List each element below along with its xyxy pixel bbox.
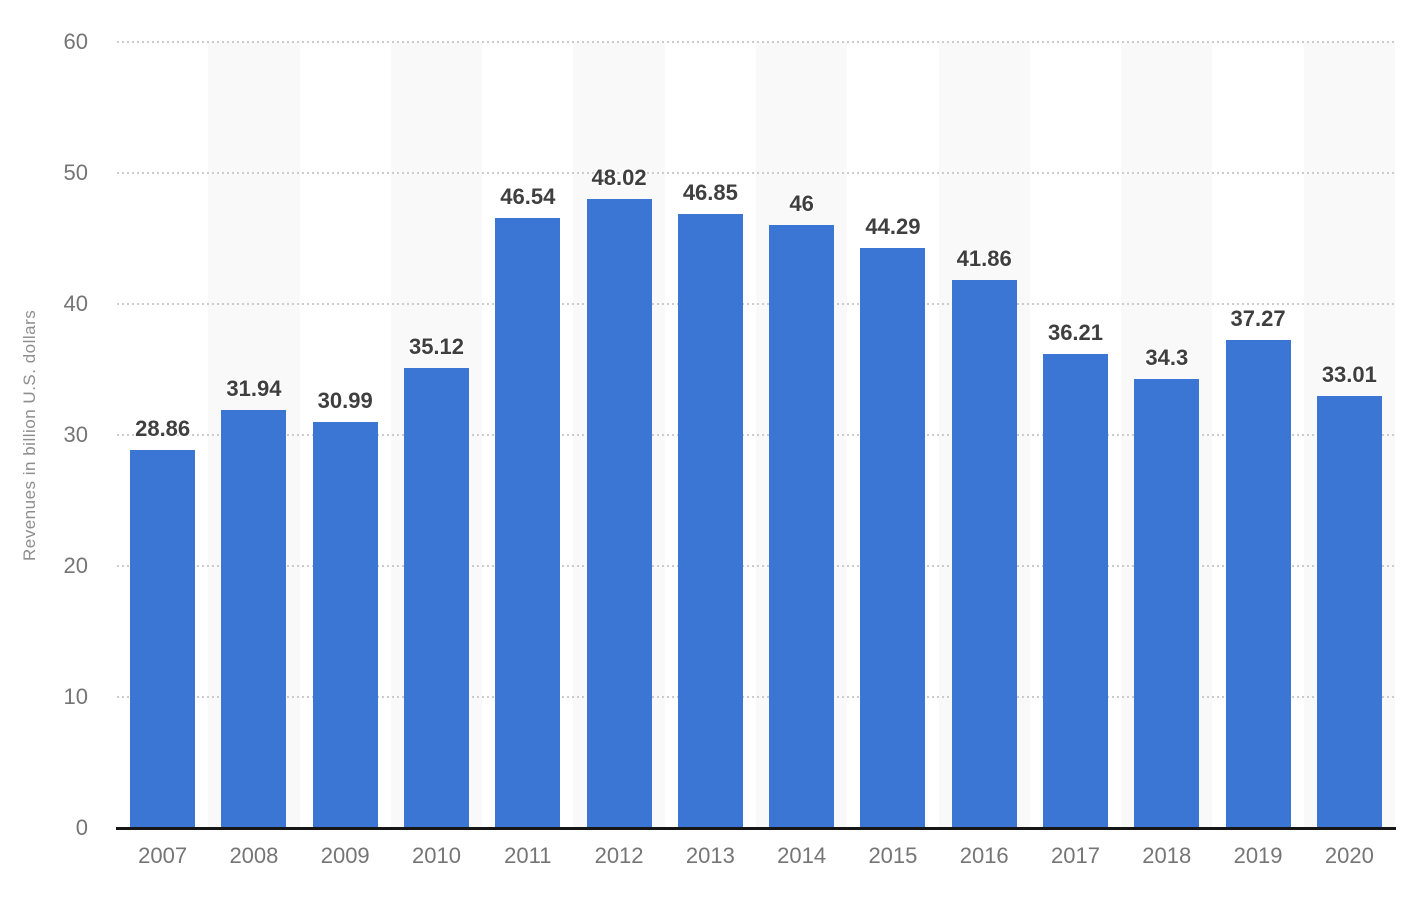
- gridline-10: [117, 696, 1395, 698]
- bar-value-label-2007: 28.86: [135, 415, 191, 441]
- bar-2015[interactable]: [860, 247, 926, 828]
- bar-value-label-2019: 37.27: [1230, 305, 1286, 331]
- y-tick-label-30: 30: [63, 422, 88, 447]
- x-tick-label-2018: 2018: [1142, 843, 1192, 868]
- bar-2018[interactable]: [1134, 378, 1200, 828]
- bar-2017[interactable]: [1043, 353, 1108, 828]
- bar-2010[interactable]: [404, 367, 469, 828]
- y-tick-label-50: 50: [63, 160, 88, 185]
- bar-value-label-2008: 31.94: [226, 375, 282, 401]
- gridline-60: [117, 41, 1395, 43]
- y-tick-label-40: 40: [63, 291, 88, 316]
- x-tick-label-2013: 2013: [685, 843, 735, 868]
- y-tick-label-10: 10: [63, 684, 88, 709]
- x-tick-label-2008: 2008: [229, 843, 279, 868]
- bar-2009[interactable]: [312, 422, 378, 828]
- gridline-30: [117, 434, 1395, 436]
- bar-2016[interactable]: [951, 279, 1017, 828]
- x-axis-line: [116, 827, 1396, 830]
- bar-2014[interactable]: [769, 225, 835, 828]
- y-tick-label-20: 20: [63, 553, 88, 578]
- gridline-50: [117, 172, 1395, 174]
- bar-2019[interactable]: [1225, 339, 1291, 828]
- x-tick-label-2019: 2019: [1233, 843, 1283, 868]
- bar-2007[interactable]: [130, 449, 196, 828]
- x-tick-label-2007: 2007: [138, 843, 188, 868]
- bar-value-label-2015: 44.29: [865, 213, 921, 239]
- bar-2011[interactable]: [495, 218, 561, 828]
- x-tick-label-2012: 2012: [594, 843, 644, 868]
- bar-value-label-2020: 33.01: [1321, 361, 1377, 387]
- x-tick-label-2011: 2011: [504, 843, 552, 868]
- bar-value-label-2018: 34.3: [1145, 344, 1189, 370]
- x-tick-label-2009: 2009: [320, 843, 370, 868]
- x-tick-label-2014: 2014: [777, 843, 827, 868]
- x-tick-label-2010: 2010: [412, 843, 461, 868]
- bar-2020[interactable]: [1316, 395, 1382, 828]
- bar-value-label-2011: 46.54: [500, 184, 556, 210]
- x-tick-label-2020: 2020: [1324, 843, 1374, 868]
- x-tick-label-2016: 2016: [959, 843, 1009, 868]
- x-tick-label-2015: 2015: [868, 843, 918, 868]
- bar-value-label-2016: 41.86: [956, 245, 1012, 271]
- bar-value-label-2010: 35.12: [408, 333, 465, 359]
- bar-2008[interactable]: [221, 409, 287, 828]
- bar-value-label-2012: 48.02: [591, 164, 647, 190]
- y-tick-label-60: 60: [63, 29, 88, 54]
- x-tick-label-2017: 2017: [1051, 843, 1100, 868]
- bar-2012[interactable]: [586, 198, 652, 828]
- bar-value-label-2013: 46.85: [682, 180, 738, 206]
- bar-value-label-2017: 36.21: [1047, 319, 1104, 345]
- bar-2013[interactable]: [677, 214, 743, 828]
- bar-value-label-2009: 30.99: [317, 388, 373, 414]
- y-tick-label-0: 0: [75, 815, 88, 840]
- gridline-40: [117, 303, 1395, 305]
- gridline-20: [117, 565, 1395, 567]
- bar-value-label-2014: 46: [789, 191, 814, 217]
